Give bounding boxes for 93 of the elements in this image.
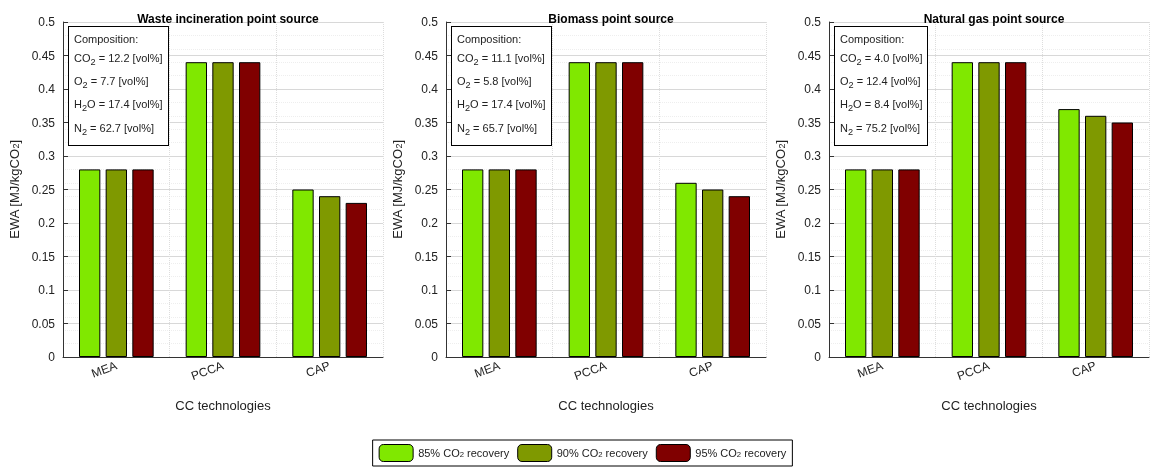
- bar: [345, 202, 367, 357]
- annotation: CO$_{2}$ = 12.2 [vol%]: [74, 51, 163, 70]
- y-tick-label: 0.35: [414, 115, 439, 130]
- annotation: Composition:: [457, 32, 523, 47]
- y-tick-label: 0.25: [414, 182, 439, 197]
- x-tick-label: PCCA: [955, 358, 992, 383]
- y-tick-label: 0.4: [804, 82, 822, 96]
- bar: [951, 62, 973, 357]
- bar: [1005, 62, 1027, 357]
- bar: [595, 62, 617, 357]
- annotation: N$_{2}$ = 75.2 [vol%]: [840, 120, 921, 139]
- chart-title: Natural gas point source: [923, 12, 1065, 26]
- x-tick-label: CAP: [687, 358, 716, 381]
- annotation: O$_{2}$ = 5.8 [vol%]: [457, 74, 533, 93]
- x-tick-label: MEA: [472, 358, 502, 381]
- bar: [292, 189, 314, 357]
- annotation: H$_{2}$O = 17.4 [vol%]: [74, 97, 163, 116]
- y-tick-label: 0.05: [797, 316, 822, 331]
- annotation: O$_{2}$ = 12.4 [vol%]: [840, 74, 922, 93]
- y-axis-title: EWA [MJ/kgCO2]: [6, 139, 22, 239]
- y-tick-label: 0.4: [38, 82, 56, 96]
- bar: [212, 62, 234, 357]
- bar: [675, 182, 697, 357]
- y-tick-label: 0.3: [38, 149, 56, 163]
- bar: [978, 62, 1000, 357]
- annotation: CO$_{2}$ = 4.0 [vol%]: [840, 51, 923, 70]
- y-tick-label: 0.1: [421, 283, 439, 297]
- y-tick-label: 0: [814, 350, 822, 364]
- y-tick-label: 0.25: [797, 182, 822, 197]
- y-tick-label: 0.2: [38, 216, 56, 230]
- bar: [845, 169, 867, 357]
- bar: [515, 169, 537, 357]
- y-tick-label: 0.15: [797, 249, 822, 264]
- bar: [702, 189, 724, 357]
- x-axis-title: CC technologies: [558, 398, 655, 413]
- bar: [1085, 115, 1107, 357]
- bar: [79, 169, 101, 357]
- annotation: O$_{2}$ = 7.7 [vol%]: [74, 74, 150, 93]
- y-axis-title: EWA [MJ/kgCO2]: [389, 139, 405, 239]
- y-tick-label: 0.5: [421, 15, 439, 29]
- y-tick-label: 0.5: [38, 15, 56, 29]
- annotation: N$_{2}$ = 62.7 [vol%]: [74, 120, 155, 139]
- y-tick-label: 0.4: [421, 82, 439, 96]
- y-tick-label: 0.1: [804, 283, 822, 297]
- y-tick-label: 0.25: [31, 182, 56, 197]
- bar: [239, 62, 261, 357]
- x-tick-label: CAP: [1070, 358, 1099, 381]
- y-tick-label: 0.2: [804, 216, 822, 230]
- bar: [488, 169, 510, 357]
- y-tick-label: 0: [48, 350, 56, 364]
- y-tick-label: 0.15: [414, 249, 439, 264]
- x-axis-title: CC technologies: [175, 398, 272, 413]
- y-tick-label: 0.2: [421, 216, 439, 230]
- bar: [105, 169, 127, 357]
- y-tick-label: 0.45: [31, 48, 56, 63]
- y-tick-label: 0.45: [414, 48, 439, 63]
- y-tick-label: 0.35: [31, 115, 56, 130]
- bar: [622, 62, 644, 357]
- y-tick-label: 0.15: [31, 249, 56, 264]
- x-tick-label: MEA: [89, 358, 119, 381]
- annotation: Composition:: [74, 32, 140, 47]
- bar: [898, 169, 920, 357]
- y-tick-label: 0.1: [38, 283, 56, 297]
- x-axis-title: CC technologies: [941, 398, 1038, 413]
- x-tick-label: CAP: [304, 358, 333, 381]
- y-tick-label: 0.3: [421, 149, 439, 163]
- bar: [1111, 122, 1133, 357]
- annotation: H$_{2}$O = 17.4 [vol%]: [457, 97, 546, 116]
- bar: [185, 62, 207, 357]
- annotation: H$_{2}$O = 8.4 [vol%]: [840, 97, 923, 116]
- annotation: N$_{2}$ = 65.7 [vol%]: [457, 120, 538, 139]
- x-tick-label: MEA: [855, 358, 885, 381]
- y-axis-title: EWA [MJ/kgCO2]: [772, 139, 788, 239]
- x-tick-label: PCCA: [572, 358, 609, 383]
- annotation: CO$_{2}$ = 11.1 [vol%]: [457, 51, 546, 70]
- y-tick-label: 0.35: [797, 115, 822, 130]
- x-tick-label: PCCA: [189, 358, 226, 383]
- bar: [871, 169, 893, 357]
- annotation: Composition:: [840, 32, 906, 47]
- y-tick-label: 0.05: [31, 316, 56, 331]
- chart-title: Waste incineration point source: [137, 12, 320, 26]
- bar: [568, 62, 590, 357]
- bar: [462, 169, 484, 357]
- y-tick-label: 0: [431, 350, 439, 364]
- bar: [728, 196, 750, 357]
- y-tick-label: 0.05: [414, 316, 439, 331]
- y-tick-label: 0.45: [797, 48, 822, 63]
- y-tick-label: 0.3: [804, 149, 822, 163]
- bar: [1058, 109, 1080, 357]
- bar: [319, 196, 341, 357]
- chart-title: Biomass point source: [548, 12, 674, 26]
- y-tick-label: 0.5: [804, 15, 822, 29]
- bar: [132, 169, 154, 357]
